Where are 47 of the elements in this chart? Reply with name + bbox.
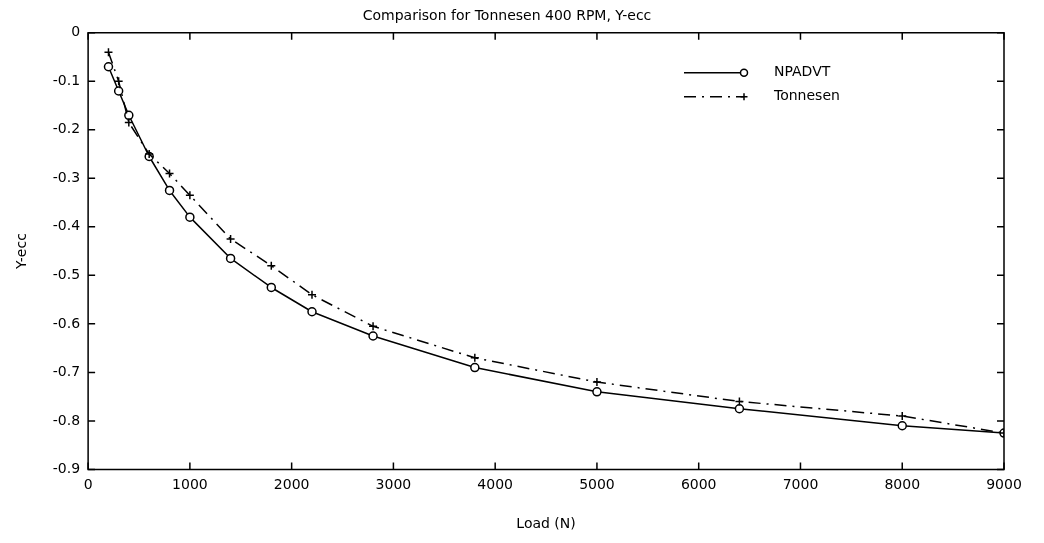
y-tick-label: -0.6 bbox=[52, 314, 81, 331]
point bbox=[470, 353, 480, 363]
x-tick-label: 7000 bbox=[782, 476, 819, 493]
x-tick-label: 2000 bbox=[273, 476, 310, 493]
point bbox=[164, 185, 175, 196]
point bbox=[734, 404, 745, 414]
y-tick-label: -0.2 bbox=[52, 120, 81, 137]
y-tick-label: -0.8 bbox=[52, 411, 81, 428]
x-tick-label: 9000 bbox=[986, 476, 1022, 493]
point bbox=[470, 362, 480, 373]
y-tick-label: -0.3 bbox=[52, 168, 81, 185]
point bbox=[592, 387, 602, 397]
point bbox=[368, 321, 378, 332]
legend-label: NPADVT bbox=[774, 63, 831, 80]
point bbox=[592, 377, 602, 387]
x-tick-label: 0 bbox=[83, 476, 93, 493]
x-tick-label: 5000 bbox=[579, 476, 615, 493]
x-tick-label: 1000 bbox=[172, 476, 208, 493]
x-tick-label: 6000 bbox=[680, 476, 717, 493]
point bbox=[225, 253, 236, 264]
point bbox=[113, 86, 124, 96]
y-tick-label: -0.1 bbox=[52, 71, 81, 88]
point bbox=[103, 62, 114, 72]
point bbox=[103, 47, 114, 57]
point bbox=[124, 110, 134, 121]
point bbox=[307, 290, 317, 300]
point bbox=[266, 282, 277, 293]
y-tick-label: -0.4 bbox=[52, 217, 81, 234]
point bbox=[368, 331, 378, 341]
y-axis-title: Y-ecc bbox=[13, 233, 30, 271]
y-tick-label: -0.5 bbox=[52, 266, 81, 282]
point bbox=[185, 212, 195, 222]
point bbox=[185, 190, 195, 201]
x-tick-label: 8000 bbox=[884, 476, 921, 493]
point bbox=[897, 420, 907, 431]
y-tick-label: -0.9 bbox=[52, 460, 81, 477]
x-tick-label: 4000 bbox=[477, 476, 513, 493]
x-axis-title: Load (N) bbox=[516, 515, 576, 532]
point bbox=[225, 234, 236, 244]
y-tick-label: 0 bbox=[71, 23, 81, 40]
chart-title: Comparison for Tonnesen 400 RPM, Y-ecc bbox=[362, 7, 652, 24]
point bbox=[307, 306, 317, 317]
y-tick-label: -0.7 bbox=[52, 363, 81, 380]
point bbox=[897, 411, 907, 421]
x-tick-label: 3000 bbox=[375, 476, 412, 493]
legend-label: Tonnesen bbox=[773, 87, 840, 104]
point bbox=[124, 117, 134, 128]
